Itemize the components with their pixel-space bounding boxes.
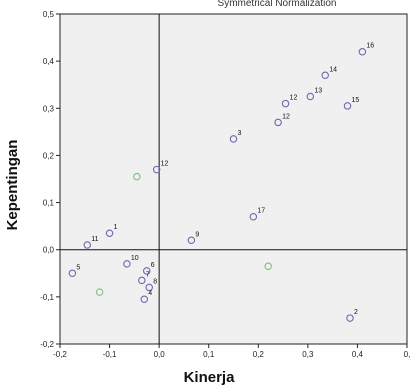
data-point: [249, 212, 258, 221]
data-point-label: 14: [329, 66, 337, 73]
data-point: [281, 99, 290, 108]
data-point-label: 6: [151, 262, 155, 269]
x-tick-label: 0,4: [352, 350, 364, 359]
y-tick-label: 0,0: [43, 246, 55, 255]
data-point: [68, 269, 77, 278]
data-point-label: 3: [238, 130, 242, 137]
data-point: [123, 260, 131, 268]
data-point: [343, 102, 352, 110]
y-tick-label: 0,2: [43, 151, 55, 160]
data-point-label: 15: [352, 97, 360, 104]
data-point: [274, 118, 282, 127]
data-point-label: 12: [290, 95, 298, 102]
data-point-label: 1: [114, 224, 118, 231]
data-point-label: 10: [131, 255, 139, 262]
data-point: [145, 283, 153, 292]
data-point-label: 11: [91, 236, 98, 243]
data-point: [143, 267, 151, 275]
data-point: [83, 241, 92, 249]
data-point-label: 5: [76, 264, 80, 271]
reference-lines: [60, 14, 407, 344]
x-tick-label: 0,2: [253, 350, 265, 359]
x-tick-label: 0,: [404, 350, 410, 359]
y-axis-title: Kepentingan: [4, 140, 21, 231]
data-point-label: 12: [161, 161, 169, 168]
data-point: [105, 229, 114, 237]
data-point-label: 2: [354, 309, 358, 316]
plot-area: [59, 13, 408, 345]
y-tick-label: -0,1: [40, 293, 54, 302]
y-tick-label: 0,5: [43, 10, 55, 19]
data-point: [358, 47, 367, 56]
data-point: [346, 314, 354, 322]
x-tick-label: 0,0: [154, 350, 166, 359]
data-point-label: 16: [366, 43, 374, 50]
data-point: [229, 135, 238, 143]
ticks-layer: -0,2 -0,1 0,0 0,1 0,2 0,3 0,4 0, -0,2 -0,1 0,0 0,1 0…: [40, 10, 410, 359]
chart-title: Symmetrical Normalization: [218, 0, 337, 9]
data-point-label: 7: [146, 271, 150, 278]
data-point: [95, 288, 104, 296]
y-tick-label: 0,4: [43, 57, 55, 66]
data-point-label: 17: [257, 208, 265, 215]
x-tick-label: 0,3: [302, 350, 314, 359]
data-point: [138, 276, 146, 285]
points-layer: [68, 47, 367, 322]
x-tick-label: -0,1: [103, 350, 117, 359]
data-point-label: 8: [153, 278, 157, 285]
data-point: [187, 236, 196, 245]
data-point-label: 13: [314, 88, 322, 95]
data-point-label: 4: [148, 290, 152, 297]
x-tick-label: 0,1: [203, 350, 215, 359]
data-point: [264, 262, 272, 270]
data-point: [152, 165, 161, 174]
data-point: [140, 295, 149, 303]
x-tick-label: -0,2: [53, 350, 67, 359]
data-point: [306, 92, 315, 101]
data-point: [133, 172, 141, 181]
y-tick-label: 0,3: [43, 104, 55, 113]
data-point-label: 9: [195, 231, 199, 238]
data-point-label: 12: [282, 113, 290, 120]
y-tick-label: 0,1: [43, 199, 55, 208]
y-tick-label: -0,2: [40, 340, 54, 349]
x-axis-title: Kinerja: [184, 369, 236, 386]
data-point: [321, 71, 329, 80]
